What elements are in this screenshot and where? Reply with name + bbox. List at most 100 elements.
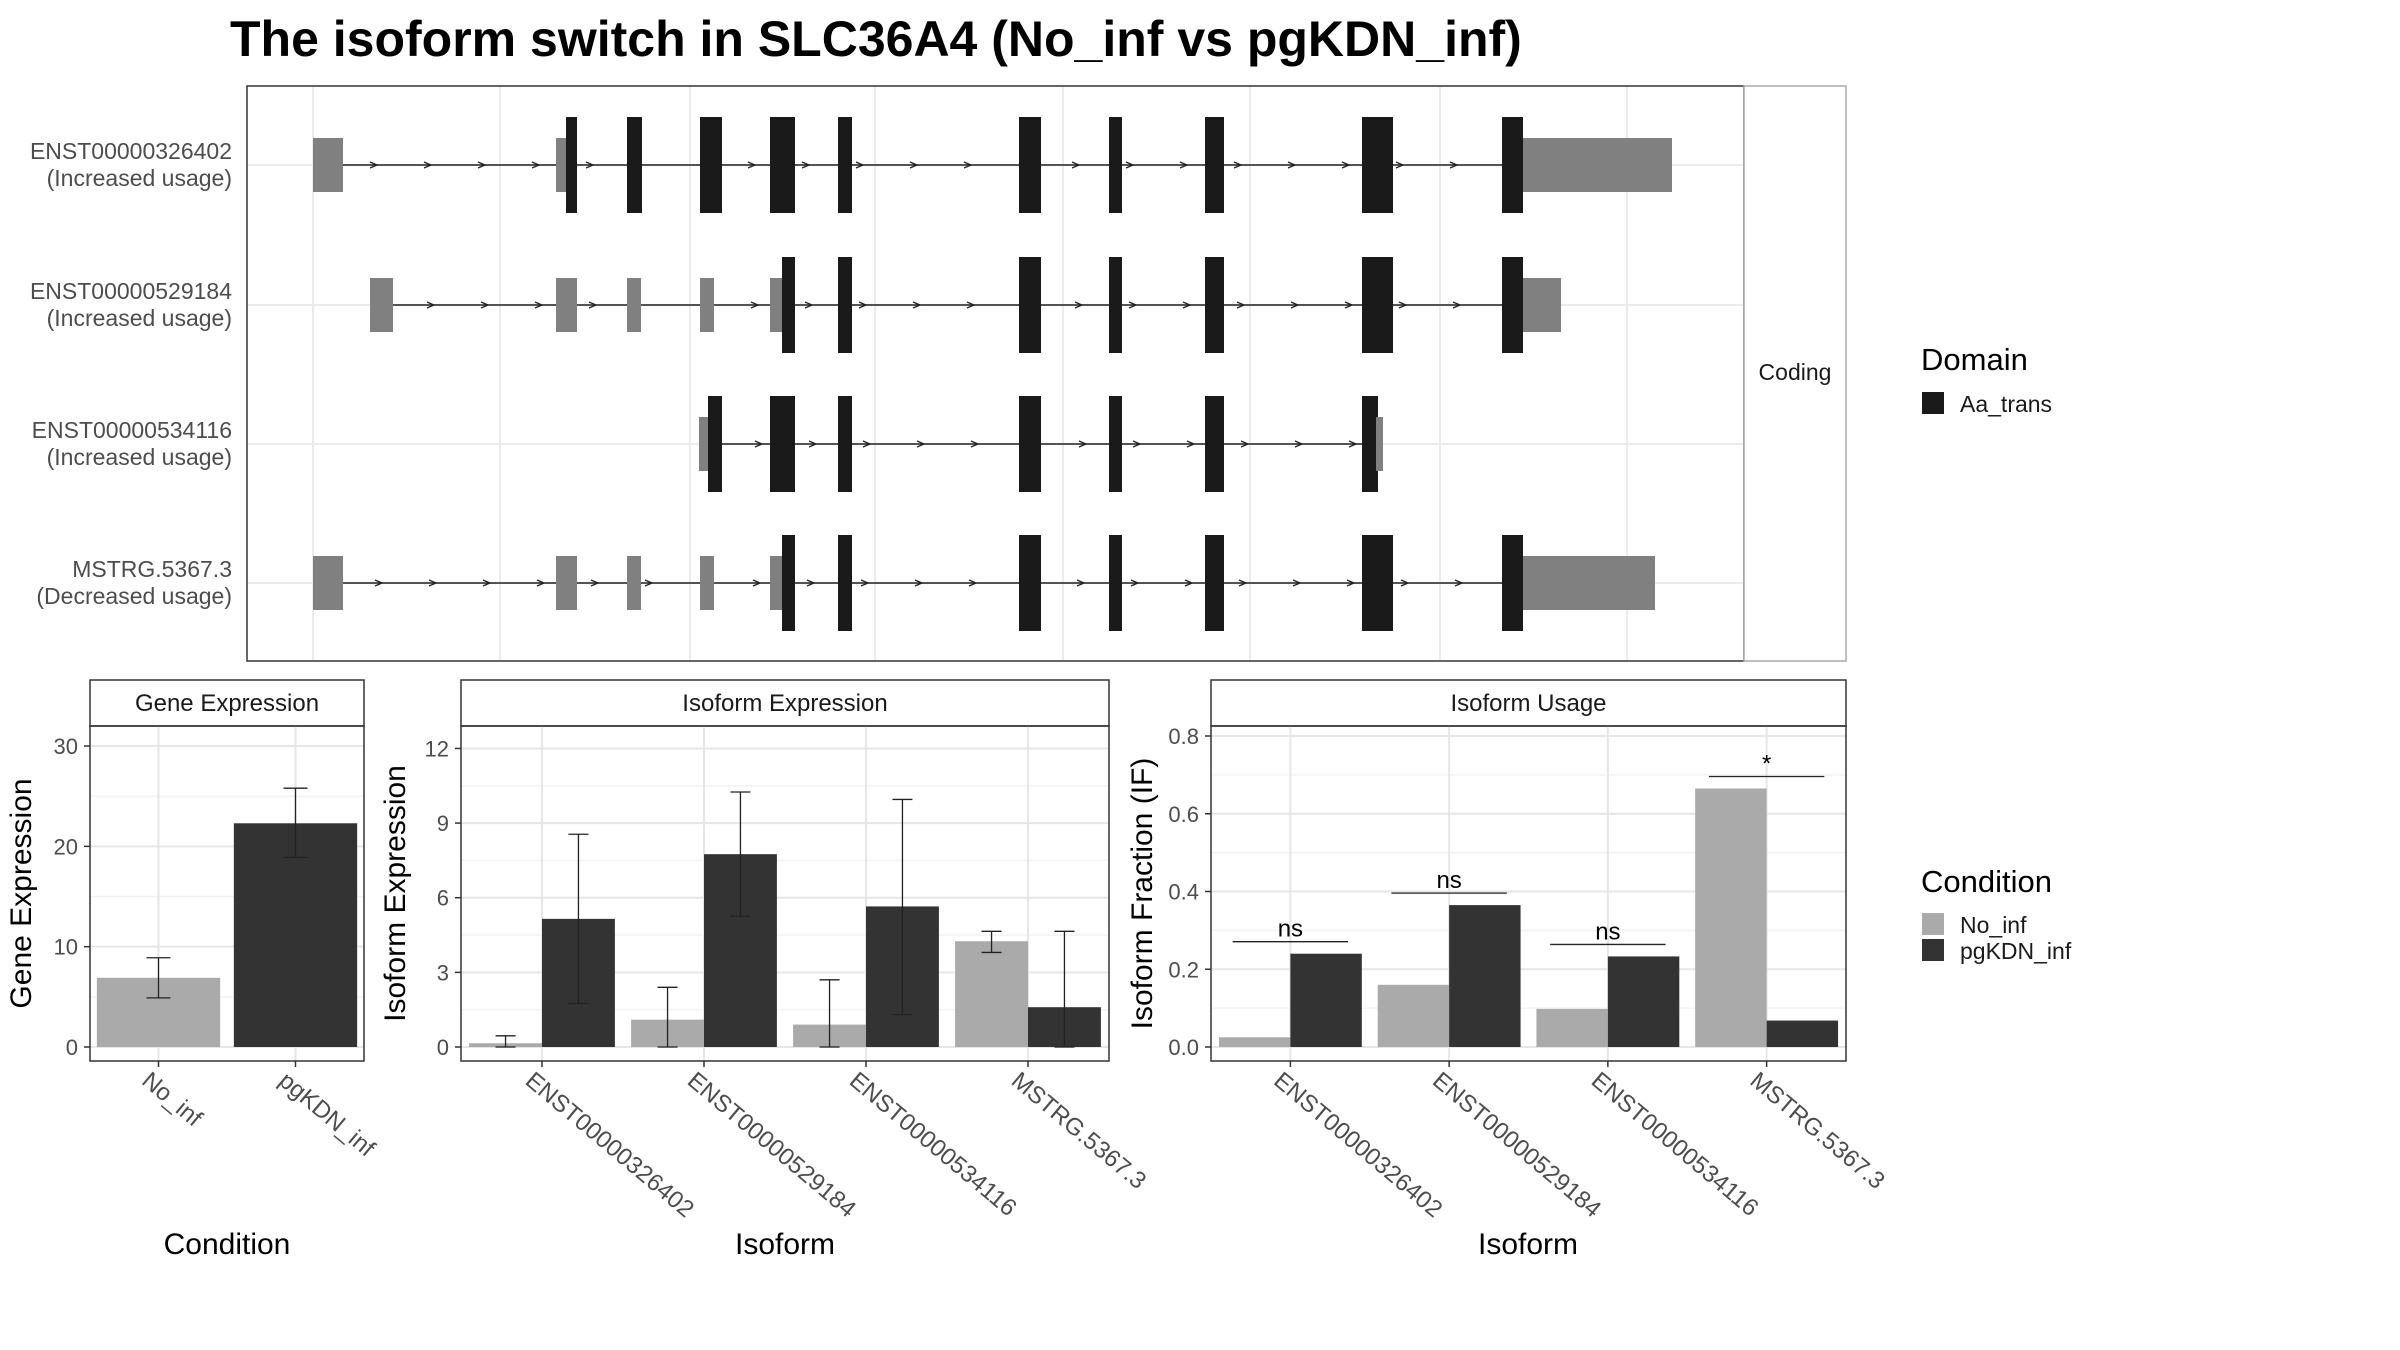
intron-arrow <box>590 579 600 587</box>
intron-arrow <box>1449 161 1459 169</box>
significance-label: * <box>1762 750 1771 777</box>
panel-strip-label: Gene Expression <box>135 690 319 717</box>
x-axis-title: Condition <box>164 1228 291 1261</box>
coding-exon <box>1109 396 1122 492</box>
y-tick-label: 0 <box>437 1035 449 1060</box>
intron-arrow <box>585 161 595 169</box>
intron-arrow <box>1182 301 1192 309</box>
intron-arrow <box>1179 161 1189 169</box>
y-tick-label: 30 <box>54 734 78 759</box>
coding-exon <box>1502 117 1523 213</box>
panel-strip <box>1210 679 1847 727</box>
coding-exon <box>1109 535 1122 631</box>
intron-arrow <box>916 440 926 448</box>
coding-exon <box>838 396 852 492</box>
significance-label: ns <box>1436 867 1461 894</box>
intron-arrow <box>1128 301 1138 309</box>
y-axis-title: Isoform Expression <box>379 765 412 1022</box>
intron-arrow <box>482 579 492 587</box>
coding-exon <box>1019 117 1041 213</box>
domain-legend-title: Domain <box>1921 342 2028 377</box>
intron-arrow <box>1290 301 1300 309</box>
y-axis-title: Gene Expression <box>5 778 38 1008</box>
y-tick-label: 0.4 <box>1168 880 1199 905</box>
x-tick-label: No_inf <box>137 1067 208 1132</box>
significance-label: ns <box>1595 918 1620 945</box>
intron-arrow <box>963 161 973 169</box>
intron-arrow <box>1240 440 1250 448</box>
y-tick-label: 3 <box>437 960 449 985</box>
y-tick-label: 12 <box>425 736 449 761</box>
figure-title: The isoform switch in SLC36A4 (No_inf vs… <box>230 11 1522 67</box>
intron-arrow <box>914 579 924 587</box>
noncoding-exon <box>370 278 393 332</box>
intron-arrow <box>912 301 922 309</box>
coding-exon <box>1205 535 1224 631</box>
noncoding-exon <box>1376 417 1383 471</box>
transcript-usage-label: (Decreased usage) <box>36 583 232 609</box>
intron-arrow <box>369 161 379 169</box>
condition-legend-key-no-inf <box>1922 913 1944 935</box>
coding-exon <box>708 396 722 492</box>
noncoding-exon <box>627 278 641 332</box>
coding-exon <box>782 257 795 353</box>
coding-exon <box>1362 535 1393 631</box>
intron-arrow <box>536 579 546 587</box>
coding-exon <box>566 117 577 213</box>
coding-exon <box>838 535 852 631</box>
x-tick-label: ENST00000534116 <box>1586 1067 1764 1222</box>
coding-exon <box>1502 535 1523 631</box>
intron-arrow <box>1186 440 1196 448</box>
intron-arrow <box>747 161 757 169</box>
x-tick-label: pgKDN_inf <box>274 1067 381 1163</box>
y-tick-label: 6 <box>437 886 449 911</box>
bar <box>955 941 1028 1047</box>
x-tick-label: MSTRG.5367.3 <box>1745 1067 1890 1195</box>
domain-legend-key-aa-trans <box>1922 392 1944 414</box>
intron-arrow <box>858 301 868 309</box>
transcript-track <box>313 535 1655 631</box>
intron-arrow <box>1452 301 1462 309</box>
intron-arrow <box>970 440 980 448</box>
intron-arrow <box>1292 579 1302 587</box>
intron-arrow <box>1238 579 1248 587</box>
x-tick-label: ENST00000326402 <box>1269 1067 1448 1223</box>
x-tick-label: ENST00000529184 <box>682 1067 861 1223</box>
intron-arrow <box>1074 301 1084 309</box>
y-tick-label: 0 <box>66 1035 78 1060</box>
transcript-usage-label: (Increased usage) <box>47 165 232 191</box>
bar <box>1607 956 1680 1047</box>
intron-arrow <box>909 161 919 169</box>
noncoding-exon <box>1523 138 1672 192</box>
transcript-structure-panel: ENST00000326402(Increased usage)ENST0000… <box>30 85 1847 662</box>
intron-arrow <box>588 301 598 309</box>
intron-arrow <box>1125 161 1135 169</box>
transcript-usage-label: (Increased usage) <box>47 305 232 331</box>
transcript-id-label: MSTRG.5367.3 <box>72 556 232 582</box>
coding-exon <box>1362 257 1393 353</box>
noncoding-exon <box>333 138 343 192</box>
bar-panel: Isoform Expression036912ENST00000326402E… <box>379 679 1151 1261</box>
intron-arrow <box>801 161 811 169</box>
coding-exon <box>782 535 795 631</box>
coding-exon <box>1109 257 1122 353</box>
intron-arrow <box>1454 579 1464 587</box>
noncoding-exon <box>700 556 714 610</box>
panel-strip-label: Isoform Usage <box>1450 690 1606 717</box>
intron-arrow <box>855 161 865 169</box>
domain-legend-label-aa-trans: Aa_trans <box>1960 391 2052 417</box>
intron-arrow <box>966 301 976 309</box>
intron-arrow <box>1400 579 1410 587</box>
intron-arrow <box>804 301 814 309</box>
bar-panel: Isoform Usage ns ns ns * 0.0 0.2 0.4 0.6 0.8 ENST0… <box>1126 679 1890 1261</box>
intron-arrow <box>808 440 818 448</box>
y-tick-label: 0.8 <box>1168 724 1199 749</box>
intron-arrow <box>1287 161 1297 169</box>
y-axis-title: Isoform Fraction (IF) <box>1126 758 1159 1030</box>
transcript-id-label: ENST00000326402 <box>30 138 232 164</box>
x-tick-label: ENST00000534116 <box>844 1067 1022 1222</box>
coding-strip-label: Coding <box>1759 359 1832 385</box>
coding-exon <box>1205 117 1224 213</box>
domain-legend: Domain Aa_trans <box>1921 342 2052 417</box>
